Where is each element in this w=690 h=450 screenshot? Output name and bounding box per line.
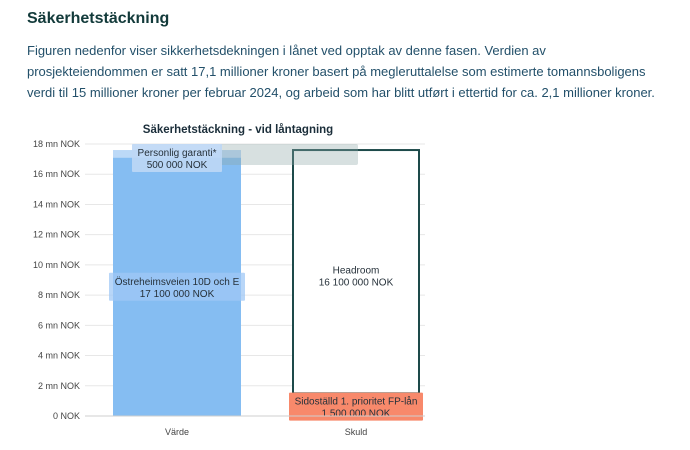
label-headroom-line-0: Headroom bbox=[333, 266, 380, 277]
label-fp-loan-line-1: 1 500 000 NOK bbox=[322, 409, 391, 420]
y-tick-label-3: 6 mn NOK bbox=[38, 320, 80, 330]
label-guarantee-line-1: 500 000 NOK bbox=[147, 160, 208, 171]
bar-headroom bbox=[292, 149, 420, 395]
y-tick-label-0: 0 NOK bbox=[53, 411, 80, 421]
label-guarantee-line-0: Personlig garanti* bbox=[138, 148, 217, 159]
guarantee-band bbox=[220, 144, 358, 166]
y-tick-label-6: 12 mn NOK bbox=[33, 230, 80, 240]
section-description: Figuren nedenfor viser sikkerhetsdekning… bbox=[27, 43, 655, 100]
label-guarantee-bg bbox=[132, 144, 222, 173]
label-vardi-main-bg bbox=[109, 272, 245, 301]
y-tick-label-7: 14 mn NOK bbox=[33, 199, 80, 209]
label-fp-loan-bg bbox=[289, 392, 423, 421]
y-tick-label-2: 4 mn NOK bbox=[38, 351, 80, 361]
label-vardi-main-line-1: 17 100 000 NOK bbox=[140, 289, 215, 300]
y-tick-label-5: 10 mn NOK bbox=[33, 260, 80, 270]
y-tick-label-1: 2 mn NOK bbox=[38, 381, 80, 391]
y-tick-label-4: 8 mn NOK bbox=[38, 290, 80, 300]
y-tick-label-9: 18 mn NOK bbox=[33, 139, 80, 149]
section-title: Säkerhetstäckning bbox=[27, 10, 170, 27]
label-vardi-main-line-0: Östreheimsveien 10D och E bbox=[115, 276, 240, 288]
y-tick-label-8: 16 mn NOK bbox=[33, 169, 80, 179]
label-fp-loan-line-0: Sidoställd 1. prioritet FP-lån bbox=[295, 396, 418, 408]
chart-title: Säkerhetstäckning - vid låntagning bbox=[143, 124, 333, 136]
x-tick-label-0: Värde bbox=[165, 427, 189, 437]
label-headroom-line-1: 16 100 000 NOK bbox=[319, 278, 394, 289]
x-tick-label-1: Skuld bbox=[345, 427, 368, 437]
